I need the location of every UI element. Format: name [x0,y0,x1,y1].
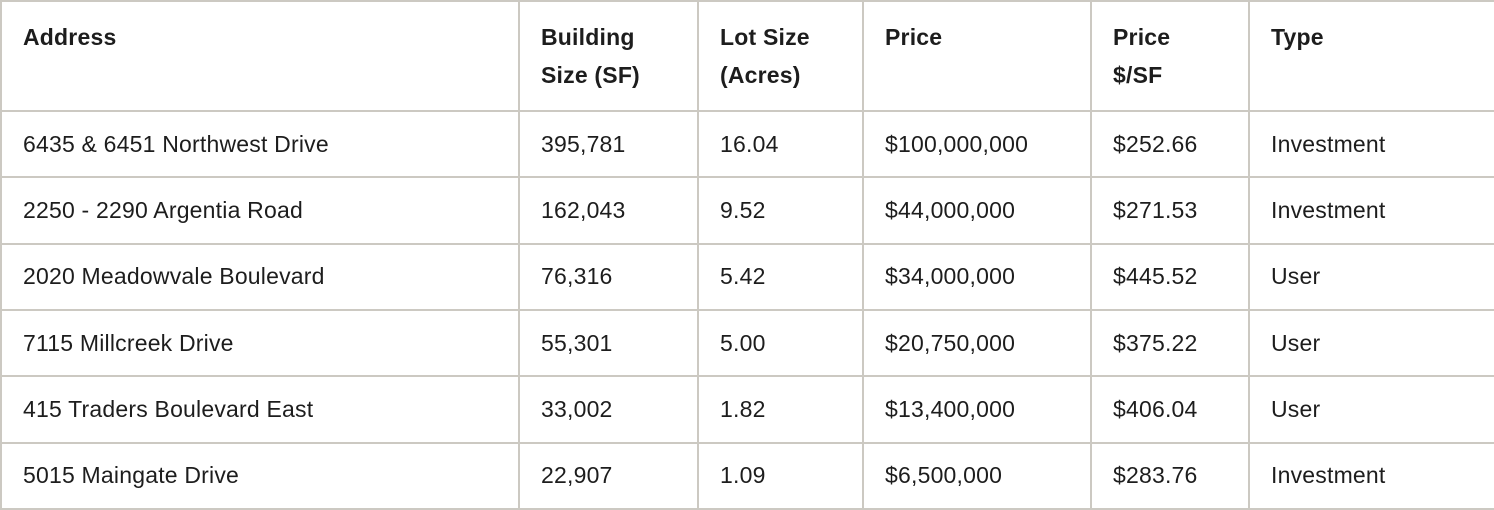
cell-lot-size: 9.52 [697,176,864,245]
table-header: Address Building Size (SF) Lot Size (Acr… [0,0,1494,112]
cell-lot-size: 1.09 [697,441,864,510]
cell-price: $34,000,000 [862,242,1092,311]
cell-type: User [1248,308,1494,378]
cell-price-per-sf: $283.76 [1090,441,1250,510]
cell-type: Investment [1248,176,1494,245]
cell-address: 5015 Maingate Drive [0,441,520,510]
table-row: 7115 Millcreek Drive 55,301 5.00 $20,750… [0,308,1494,378]
header-row: Address Building Size (SF) Lot Size (Acr… [0,0,1494,112]
cell-price: $20,750,000 [862,308,1092,378]
header-cell-price-per-sf: Price $/SF [1090,0,1250,112]
table-row: 2250 - 2290 Argentia Road 162,043 9.52 $… [0,176,1494,245]
cell-price-per-sf: $271.53 [1090,176,1250,245]
cell-building-size: 33,002 [518,375,699,444]
cell-type: User [1248,242,1494,311]
cell-price: $6,500,000 [862,441,1092,510]
table-row: 6435 & 6451 Northwest Drive 395,781 16.0… [0,109,1494,179]
cell-type: Investment [1248,109,1494,179]
cell-building-size: 55,301 [518,308,699,378]
cell-building-size: 395,781 [518,109,699,179]
header-cell-price: Price [862,0,1092,112]
header-cell-building-size: Building Size (SF) [518,0,699,112]
cell-price: $13,400,000 [862,375,1092,444]
cell-address: 2020 Meadowvale Boulevard [0,242,520,311]
cell-price: $100,000,000 [862,109,1092,179]
cell-price-per-sf: $406.04 [1090,375,1250,444]
header-cell-type: Type [1248,0,1494,112]
cell-price-per-sf: $445.52 [1090,242,1250,311]
cell-building-size: 162,043 [518,176,699,245]
table-row: 5015 Maingate Drive 22,907 1.09 $6,500,0… [0,441,1494,510]
table-body: 6435 & 6451 Northwest Drive 395,781 16.0… [0,109,1494,510]
cell-building-size: 22,907 [518,441,699,510]
cell-building-size: 76,316 [518,242,699,311]
cell-address: 2250 - 2290 Argentia Road [0,176,520,245]
cell-type: Investment [1248,441,1494,510]
cell-address: 7115 Millcreek Drive [0,308,520,378]
cell-lot-size: 16.04 [697,109,864,179]
header-cell-lot-size: Lot Size (Acres) [697,0,864,112]
table-row: 2020 Meadowvale Boulevard 76,316 5.42 $3… [0,242,1494,311]
cell-lot-size: 5.42 [697,242,864,311]
cell-lot-size: 5.00 [697,308,864,378]
cell-price-per-sf: $252.66 [1090,109,1250,179]
header-cell-address: Address [0,0,520,112]
cell-address: 6435 & 6451 Northwest Drive [0,109,520,179]
cell-price-per-sf: $375.22 [1090,308,1250,378]
cell-type: User [1248,375,1494,444]
cell-lot-size: 1.82 [697,375,864,444]
table-row: 415 Traders Boulevard East 33,002 1.82 $… [0,375,1494,444]
cell-price: $44,000,000 [862,176,1092,245]
cell-address: 415 Traders Boulevard East [0,375,520,444]
